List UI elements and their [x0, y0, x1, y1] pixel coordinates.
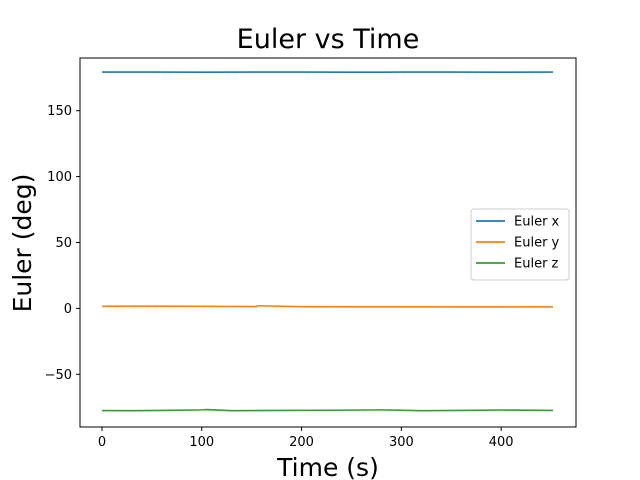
x-axis: 0 100 200 300 400: [98, 427, 514, 450]
y-tick-label: 150: [47, 104, 72, 119]
y-axis: −50 0 50 100 150: [45, 104, 80, 383]
y-tick-label: 50: [55, 236, 72, 251]
y-tick-label: 0: [64, 302, 72, 317]
x-tick-label: 200: [289, 435, 314, 450]
legend: Euler x Euler y Euler z: [470, 208, 570, 281]
x-tick-label: 0: [98, 435, 106, 450]
legend-label: Euler y: [514, 236, 560, 251]
x-tick-label: 400: [489, 435, 514, 450]
y-axis-label: Euler (deg): [8, 174, 37, 313]
chart-title: Euler vs Time: [237, 24, 420, 55]
series-line-euler-z: [101, 408, 554, 412]
x-axis-label: Time (s): [276, 453, 379, 480]
y-tick-label: −50: [45, 368, 72, 383]
x-tick-label: 300: [389, 435, 414, 450]
plot-area: [101, 71, 554, 412]
series-line-euler-y: [101, 304, 554, 308]
y-tick-label: 100: [47, 170, 72, 185]
legend-label: Euler x: [514, 215, 560, 230]
x-tick-label: 100: [189, 435, 214, 450]
legend-label: Euler z: [514, 257, 559, 272]
